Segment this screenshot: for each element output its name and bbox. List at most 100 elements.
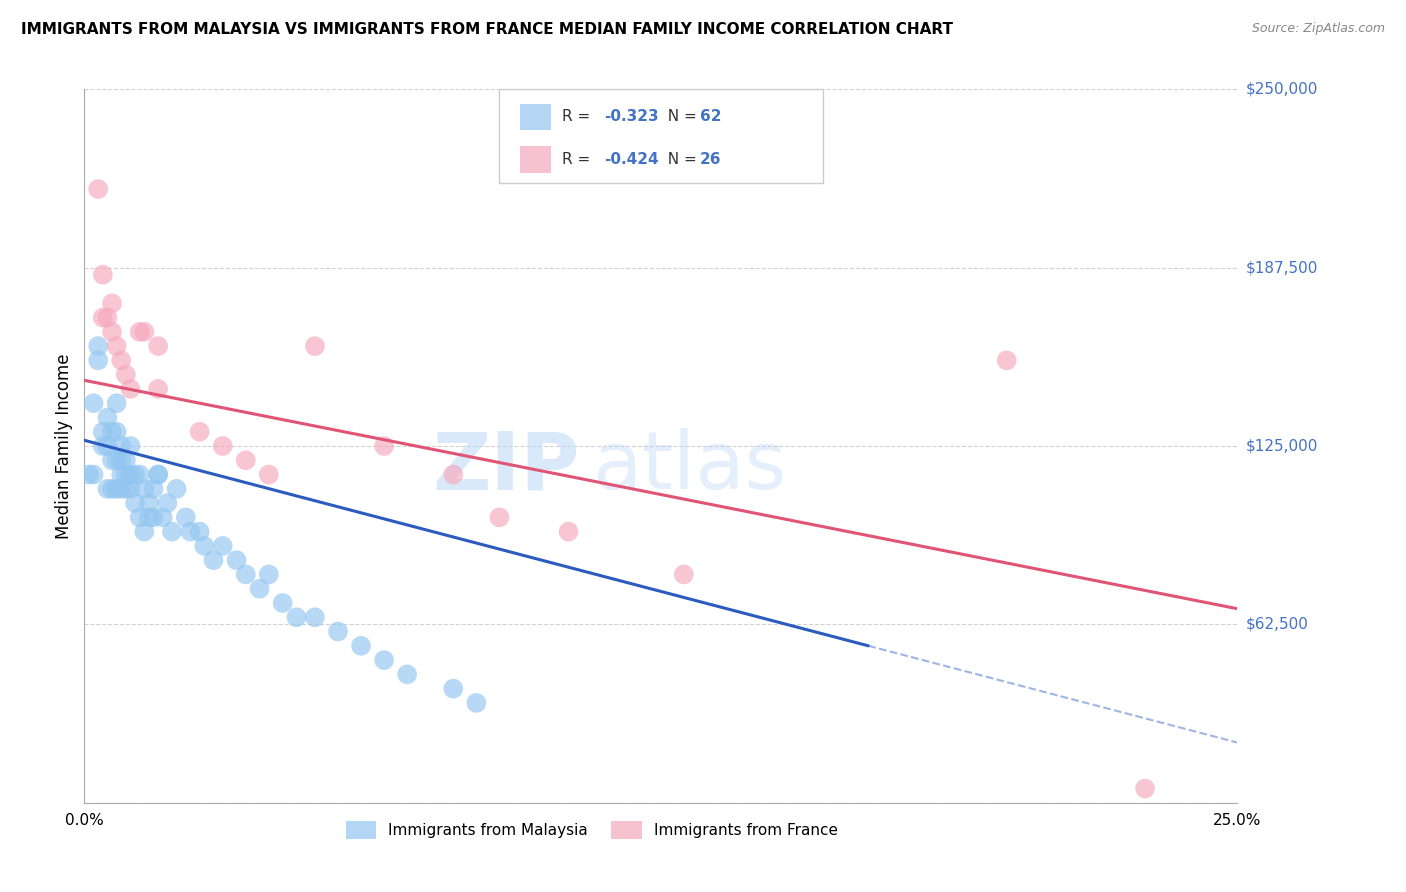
Text: -0.424: -0.424 (605, 152, 659, 167)
Text: ZIP: ZIP (433, 428, 581, 507)
Point (105, 453, 128, 467)
Text: N =: N = (658, 152, 702, 167)
Point (105, 482, 128, 496)
Point (91, 268, 114, 282)
Text: 26: 26 (700, 152, 721, 167)
Point (115, 482, 138, 496)
Point (257, 567, 280, 582)
Point (672, 567, 695, 582)
Point (105, 425, 128, 439)
Point (124, 467, 146, 482)
Point (96, 310, 118, 325)
Point (211, 539, 233, 553)
Point (96, 439, 118, 453)
Point (285, 610, 308, 624)
Point (115, 467, 138, 482)
Point (128, 325, 150, 339)
Point (373, 439, 395, 453)
Point (91, 439, 114, 453)
Text: IMMIGRANTS FROM MALAYSIA VS IMMIGRANTS FROM FRANCE MEDIAN FAMILY INCOME CORRELAT: IMMIGRANTS FROM MALAYSIA VS IMMIGRANTS F… (21, 22, 953, 37)
Text: 62: 62 (700, 110, 721, 125)
Text: $62,500: $62,500 (1246, 617, 1309, 632)
Text: $187,500: $187,500 (1246, 260, 1317, 275)
Point (179, 524, 201, 539)
Text: Source: ZipAtlas.com: Source: ZipAtlas.com (1251, 22, 1385, 36)
Point (146, 339, 169, 353)
Point (326, 624, 349, 639)
Point (188, 425, 211, 439)
Point (373, 653, 395, 667)
Point (83, 396, 105, 410)
Point (350, 639, 373, 653)
Point (134, 325, 156, 339)
Point (115, 453, 138, 467)
Point (174, 510, 197, 524)
Point (134, 524, 156, 539)
Point (101, 325, 124, 339)
Point (110, 482, 132, 496)
Point (142, 482, 165, 496)
Point (101, 482, 124, 496)
Point (91, 310, 114, 325)
Point (249, 582, 271, 596)
Point (101, 296, 124, 310)
Point (146, 382, 169, 396)
Point (142, 510, 165, 524)
Point (235, 567, 257, 582)
Point (96, 410, 118, 425)
Point (138, 496, 160, 510)
Point (96, 482, 118, 496)
Legend: Immigrants from Malaysia, Immigrants from France: Immigrants from Malaysia, Immigrants fro… (339, 815, 844, 845)
Text: R =: R = (562, 152, 596, 167)
Text: R =: R = (562, 110, 596, 125)
Point (120, 382, 142, 396)
Point (257, 467, 280, 482)
Point (271, 596, 294, 610)
Point (146, 467, 169, 482)
Text: $250,000: $250,000 (1246, 82, 1317, 96)
Point (225, 553, 247, 567)
Point (441, 681, 464, 696)
Text: N =: N = (658, 110, 702, 125)
Point (304, 339, 326, 353)
Point (160, 524, 183, 539)
Text: atlas: atlas (592, 428, 786, 507)
Point (995, 353, 1018, 368)
Y-axis label: Median Family Income: Median Family Income (55, 353, 73, 539)
Point (152, 510, 174, 524)
Point (110, 439, 132, 453)
Point (146, 467, 169, 482)
Point (1133, 781, 1156, 796)
Point (557, 524, 579, 539)
Point (441, 467, 464, 482)
Point (105, 396, 128, 410)
Point (138, 510, 160, 524)
Point (156, 496, 179, 510)
Point (120, 467, 142, 482)
Point (128, 510, 150, 524)
Point (211, 439, 233, 453)
Text: -0.323: -0.323 (605, 110, 659, 125)
Point (105, 339, 128, 353)
Point (110, 453, 132, 467)
Point (115, 368, 138, 382)
Point (465, 696, 488, 710)
Point (188, 524, 211, 539)
Point (110, 467, 132, 482)
Point (202, 553, 225, 567)
Point (87, 353, 110, 368)
Point (134, 482, 156, 496)
Point (488, 510, 510, 524)
Point (304, 610, 326, 624)
Point (128, 467, 150, 482)
Point (87, 182, 110, 196)
Point (235, 453, 257, 467)
Point (120, 439, 142, 453)
Point (83, 467, 105, 482)
Point (101, 453, 124, 467)
Point (101, 425, 124, 439)
Text: $125,000: $125,000 (1246, 439, 1317, 453)
Point (120, 482, 142, 496)
Point (124, 496, 146, 510)
Point (91, 425, 114, 439)
